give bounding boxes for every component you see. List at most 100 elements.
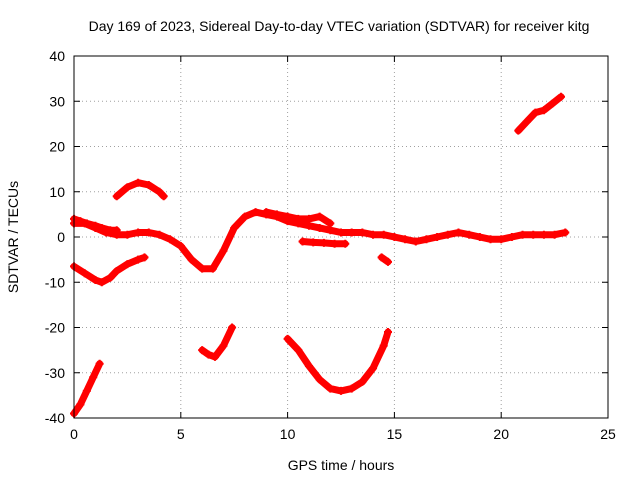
data-point xyxy=(112,226,121,235)
data-point xyxy=(112,192,121,201)
series-points-arc-hump xyxy=(112,178,168,201)
data-point xyxy=(97,278,106,287)
data-point xyxy=(134,178,143,187)
data-point xyxy=(91,275,100,284)
data-point xyxy=(210,352,219,361)
data-point xyxy=(304,221,313,230)
data-point xyxy=(294,346,303,355)
data-point xyxy=(315,375,324,384)
data-point xyxy=(123,183,132,192)
y-tick-label: -10 xyxy=(45,274,65,290)
data-point xyxy=(326,384,335,393)
x-tick-label: 5 xyxy=(177,426,185,442)
series-points-arc-upper-mid xyxy=(262,208,335,228)
data-point xyxy=(309,238,318,247)
data-point xyxy=(465,230,474,239)
chart-title: Day 169 of 2023, Sidereal Day-to-day VTE… xyxy=(89,18,590,34)
data-point xyxy=(337,386,345,395)
y-tick-label: 10 xyxy=(49,184,65,200)
data-point xyxy=(123,260,132,269)
data-point xyxy=(80,269,89,278)
data-point xyxy=(304,361,313,370)
data-point xyxy=(390,233,399,241)
data-point xyxy=(497,235,506,244)
data-point xyxy=(82,386,91,395)
y-tick-label: 40 xyxy=(49,48,65,64)
data-point xyxy=(219,341,228,350)
series-points-arc-big-dip xyxy=(283,328,392,395)
data-point xyxy=(347,384,356,393)
y-axis-label: SDTVAR / TECUs xyxy=(5,181,21,293)
data-point xyxy=(539,106,548,115)
data-point xyxy=(106,273,115,282)
data-point xyxy=(230,223,239,232)
data-point xyxy=(358,377,367,386)
series-points-arc-late-rise xyxy=(514,92,566,135)
data-point xyxy=(298,237,307,246)
data-point xyxy=(208,264,217,273)
data-point xyxy=(198,346,207,355)
x-tick-label: 20 xyxy=(493,426,509,442)
data-point xyxy=(379,230,388,239)
data-point xyxy=(326,219,335,228)
data-point xyxy=(134,255,143,264)
data-point xyxy=(522,117,531,126)
data-point xyxy=(347,228,356,237)
data-point xyxy=(383,328,392,337)
data-point xyxy=(251,208,260,217)
series-points-arc-small-dip xyxy=(198,323,237,361)
data-point xyxy=(433,233,442,241)
data-point xyxy=(507,233,516,241)
data-point xyxy=(166,235,175,244)
data-point xyxy=(330,239,339,248)
data-point xyxy=(377,253,386,262)
data-point xyxy=(283,334,292,343)
data-point xyxy=(76,217,85,226)
data-point xyxy=(112,266,121,275)
x-tick-label: 0 xyxy=(70,426,78,442)
data-point xyxy=(89,373,98,382)
data-point xyxy=(144,180,153,189)
x-axis-label: GPS time / hours xyxy=(288,457,395,473)
data-point xyxy=(219,246,228,255)
data-point xyxy=(134,228,143,237)
data-point xyxy=(204,350,213,359)
tick-labels: 0 5 10 15 20 25 -40 -30 -20 -10 0 10 20 30 40 xyxy=(45,48,616,442)
data-point xyxy=(319,238,328,247)
data-point xyxy=(82,219,91,228)
y-tick-label: -40 xyxy=(45,410,65,426)
data-point xyxy=(304,214,313,223)
data-point xyxy=(401,235,410,244)
data-point xyxy=(240,212,249,221)
data-point xyxy=(379,341,388,350)
series-line-arc-late-rise xyxy=(514,93,565,135)
data-point xyxy=(341,239,350,248)
data-point xyxy=(262,208,271,217)
data-point xyxy=(561,228,570,237)
data-point xyxy=(91,221,100,230)
data-point xyxy=(176,242,185,251)
data-point xyxy=(144,228,153,237)
data-point xyxy=(550,230,559,239)
data-point xyxy=(155,230,164,239)
data-point xyxy=(97,223,106,232)
data-point xyxy=(283,212,292,221)
y-tick-label: 20 xyxy=(49,139,65,155)
data-point xyxy=(422,235,431,244)
data-point xyxy=(337,228,345,237)
data-point xyxy=(272,210,281,219)
data-point xyxy=(557,92,566,101)
data-point xyxy=(514,126,523,135)
data-point xyxy=(548,99,557,108)
data-point xyxy=(531,108,540,117)
data-point xyxy=(358,228,367,237)
x-tick-label: 15 xyxy=(387,426,403,442)
data-point xyxy=(187,255,196,264)
y-tick-label: 30 xyxy=(49,93,65,109)
data-point xyxy=(95,359,104,368)
data-point xyxy=(475,233,484,241)
data-point xyxy=(443,230,452,239)
data-point xyxy=(155,187,164,196)
data-point xyxy=(228,323,237,332)
